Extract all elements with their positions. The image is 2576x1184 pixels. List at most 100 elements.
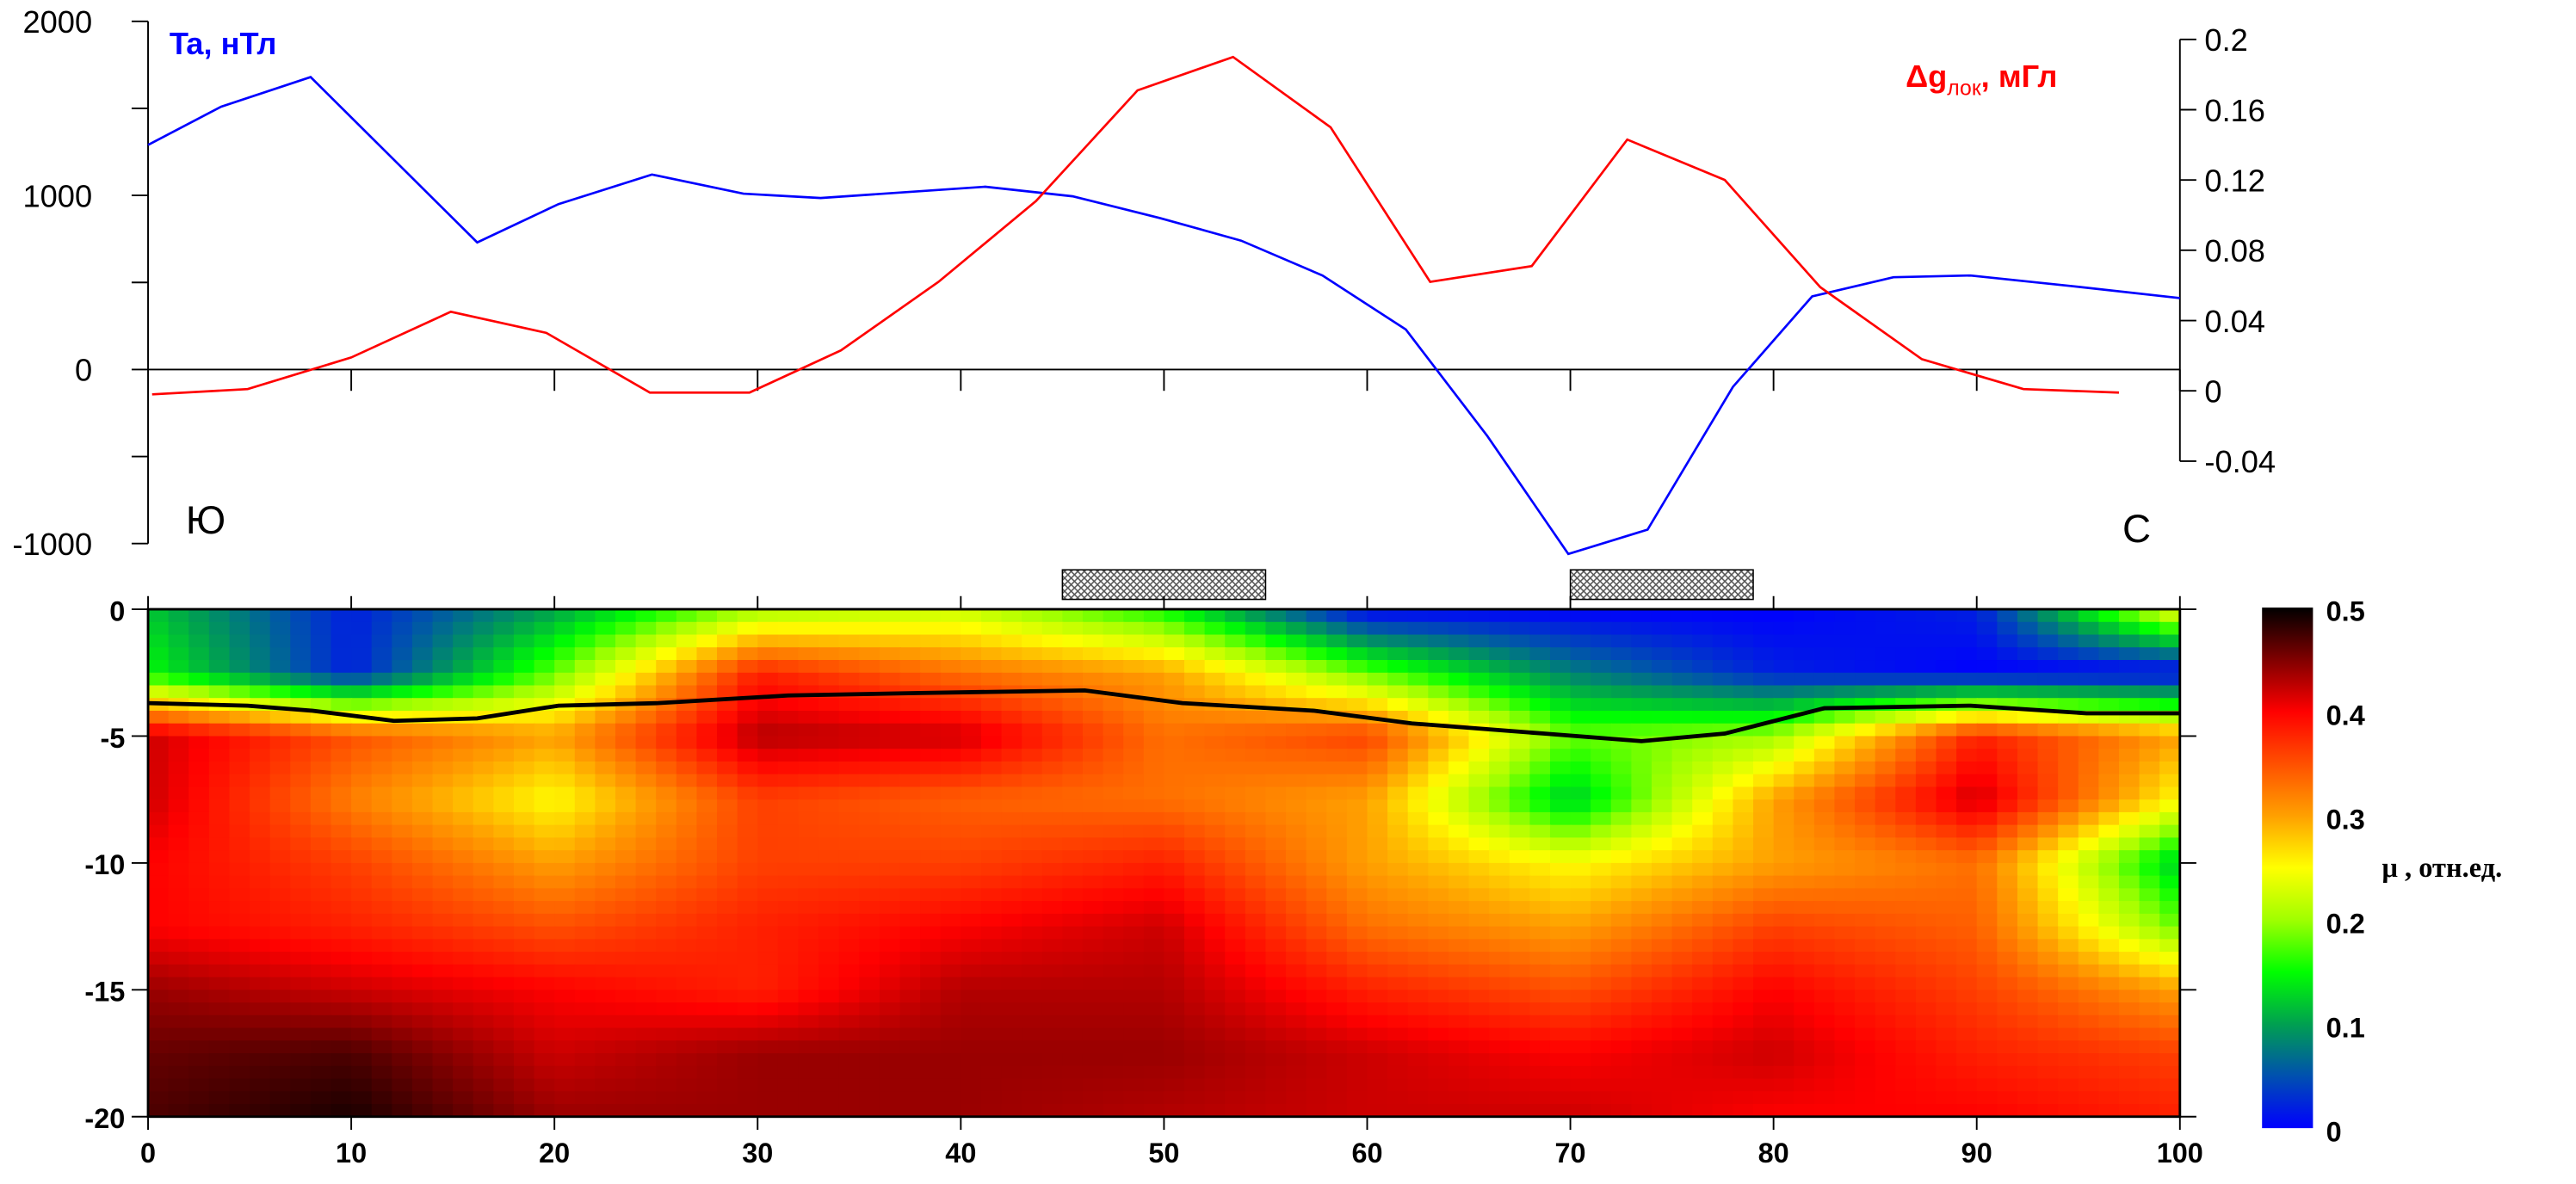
heatmap-cell (1489, 698, 1510, 712)
heatmap-cell (1936, 710, 1958, 725)
heatmap-cell (2058, 1091, 2079, 1106)
heatmap-cell (1468, 1104, 1491, 1117)
heatmap-cell (1529, 749, 1552, 763)
heatmap-cell (757, 1040, 780, 1055)
heatmap-cell (737, 888, 759, 903)
heatmap-cell (1082, 875, 1104, 890)
heatmap-cell (250, 710, 271, 725)
heatmap-cell (392, 964, 414, 978)
heatmap-cell (980, 698, 1003, 712)
heatmap-cell (2098, 774, 2121, 788)
heatmap-cell (1915, 621, 1937, 636)
heatmap-cell (2139, 990, 2161, 1004)
heatmap-cell (1733, 964, 1755, 978)
heatmap-cell (1001, 609, 1023, 623)
heatmap-cell (1692, 837, 1714, 852)
heatmap-cell (1875, 939, 1897, 953)
heatmap-cell (1082, 1091, 1104, 1106)
heatmap-cell (1184, 786, 1206, 801)
heatmap-cell (1367, 939, 1389, 953)
heatmap-cell (1875, 1014, 1897, 1029)
heatmap-cell (2037, 749, 2060, 763)
heatmap-cell (1794, 609, 1816, 623)
heatmap-cell (1265, 660, 1288, 674)
heatmap-cell (2159, 977, 2180, 991)
heatmap-cell (737, 647, 759, 662)
heatmap-cell (1001, 647, 1023, 662)
heatmap-cell (1489, 1014, 1510, 1029)
heatmap-cell (2139, 1053, 2161, 1067)
heatmap-cell (411, 964, 434, 978)
heatmap-cell (250, 799, 271, 814)
heatmap-cell (1489, 913, 1510, 928)
heatmap-cell (1143, 736, 1165, 750)
heatmap-cell (1245, 837, 1267, 852)
heatmap-cell (737, 1040, 759, 1055)
heatmap-cell (1855, 837, 1876, 852)
heatmap-cell (757, 926, 780, 940)
heatmap-cell (757, 875, 780, 890)
heatmap-cell (1022, 799, 1043, 814)
heatmap-cell (208, 774, 231, 788)
heatmap-cell (1448, 926, 1470, 940)
heatmap-cell (2118, 1065, 2140, 1080)
heatmap-cell (473, 811, 495, 826)
heatmap-cell (1428, 685, 1450, 700)
heatmap-cell (838, 1040, 861, 1055)
heatmap-cell (2058, 990, 2079, 1004)
heatmap-cell (330, 723, 353, 737)
heatmap-cell (208, 964, 231, 978)
heatmap-cell (859, 749, 881, 763)
heatmap-cell (1022, 1027, 1043, 1042)
heatmap-cell (757, 723, 780, 737)
heatmap-cell (1326, 1040, 1349, 1055)
heatmap-cell (453, 774, 474, 788)
heatmap-cell (1204, 1078, 1226, 1093)
heatmap-cell (1387, 774, 1409, 788)
heatmap-cell (2159, 1078, 2180, 1093)
heatmap-cell (1306, 977, 1328, 991)
heatmap-cell (2118, 621, 2140, 636)
heatmap-cell (534, 710, 556, 725)
heatmap-cell (310, 749, 332, 763)
heatmap-cell (1387, 799, 1409, 814)
colorbar-tick-label: 0.1 (2326, 1012, 2365, 1043)
heatmap-cell (1529, 952, 1552, 965)
heatmap-cell (1041, 1002, 1064, 1016)
heatmap-cell (493, 952, 516, 965)
right-tick-label: 0.08 (2204, 233, 2265, 268)
heatmap-cell (1265, 1065, 1288, 1080)
heatmap-cell (432, 837, 454, 852)
heatmap-cell (1956, 749, 1978, 763)
heatmap-cell (208, 837, 231, 852)
heatmap-cell (1489, 939, 1510, 953)
heatmap-cell (1225, 901, 1246, 915)
heatmap-cell (1103, 786, 1125, 801)
heatmap-cell (392, 875, 414, 890)
heatmap-cell (1407, 749, 1430, 763)
heatmap-cell (432, 1091, 454, 1106)
heatmap-cell (473, 939, 495, 953)
heatmap-cell (392, 1091, 414, 1106)
heatmap-cell (1265, 1078, 1288, 1093)
heatmap-cell (1245, 850, 1267, 865)
heatmap-cell (1041, 647, 1064, 662)
heatmap-cell (1875, 952, 1897, 965)
heatmap-cell (1651, 647, 1673, 662)
heatmap-cell (453, 850, 474, 865)
heatmap-cell (717, 799, 738, 814)
heatmap-cell (980, 1091, 1003, 1106)
heatmap-cell (1001, 698, 1023, 712)
heatmap-cell (534, 634, 556, 649)
heatmap-cell (392, 1002, 414, 1016)
heatmap-cell (676, 850, 698, 865)
heatmap-cell (1936, 888, 1958, 903)
heatmap-cell (1773, 1091, 1795, 1106)
heatmap-cell (2037, 1078, 2060, 1093)
heatmap-cell (168, 1091, 190, 1106)
heatmap-cell (1651, 1104, 1673, 1117)
y-tick-label: -5 (100, 723, 125, 754)
heatmap-cell (1692, 1014, 1714, 1029)
heatmap-cell (1468, 811, 1491, 826)
heatmap-cell (473, 672, 495, 687)
